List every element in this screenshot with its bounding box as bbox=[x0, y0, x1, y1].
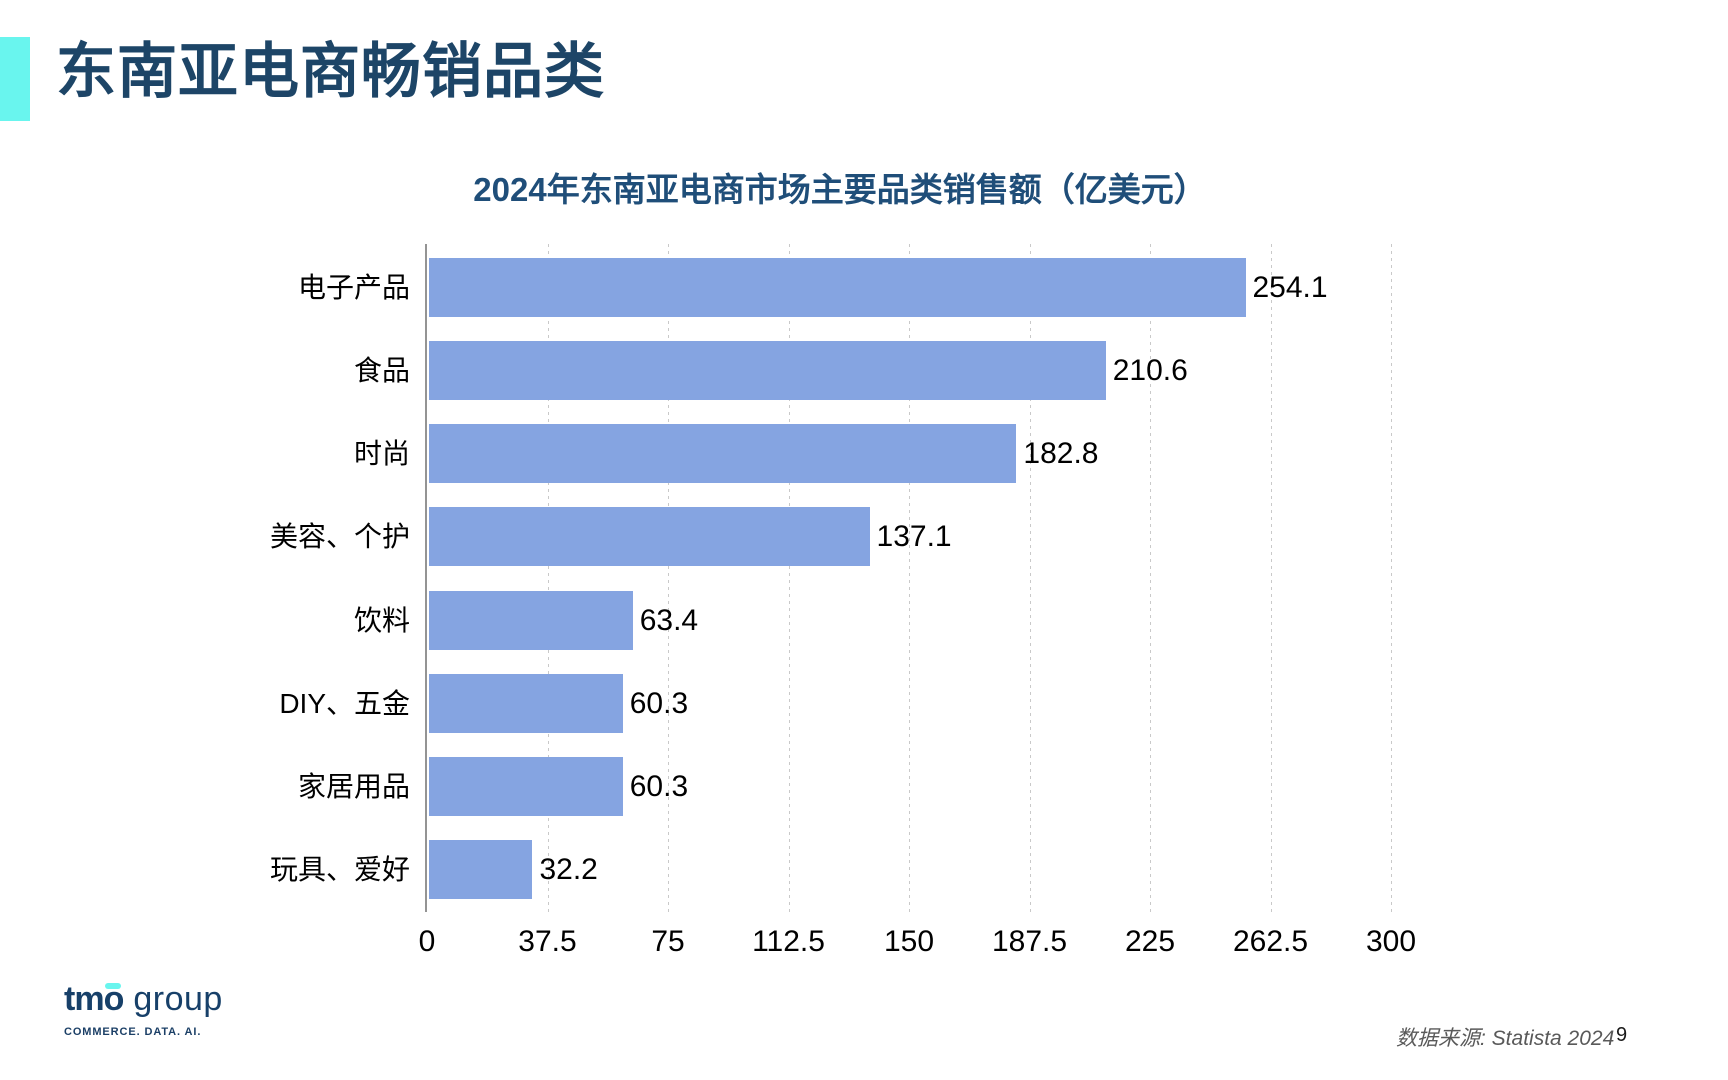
logo-tm: tm bbox=[64, 980, 105, 1018]
chart-plot-area: 0 37.5 75 112.5 150 187.5 225 262.5 300 电子产品 254.1… bbox=[270, 244, 1416, 958]
gridline bbox=[788, 244, 790, 912]
logo-wordmark: tmo bbox=[64, 980, 125, 1018]
x-tick-label: 37.5 bbox=[518, 925, 577, 958]
x-tick-label: 112.5 bbox=[752, 925, 825, 958]
category-label: 时尚 bbox=[353, 438, 410, 470]
logo-o: o bbox=[103, 980, 125, 1018]
value-label: 63.4 bbox=[639, 603, 699, 637]
y-axis-line bbox=[425, 244, 427, 912]
x-tick-label: 262.5 bbox=[1232, 925, 1309, 958]
gridline bbox=[668, 244, 669, 912]
category-label: 饮料 bbox=[353, 604, 410, 636]
logo-group-text: group bbox=[133, 980, 223, 1018]
x-tick-label: 150 bbox=[883, 925, 935, 958]
gridline bbox=[547, 244, 549, 912]
bar bbox=[429, 590, 633, 650]
x-tick-label: 75 bbox=[651, 925, 685, 958]
category-label: 食品 bbox=[353, 355, 410, 387]
tmo-group-logo: tmo group COMMERCE. DATA. AI. bbox=[64, 980, 223, 1038]
title-accent-bar bbox=[0, 37, 30, 121]
category-label: 玩具、爱好 bbox=[269, 853, 410, 885]
bar bbox=[429, 673, 623, 733]
bar bbox=[429, 341, 1106, 401]
gridline bbox=[1391, 244, 1392, 912]
value-label: 60.3 bbox=[629, 686, 689, 720]
gridline bbox=[1029, 244, 1031, 912]
x-tick-label: 0 bbox=[418, 925, 436, 958]
bar bbox=[429, 756, 623, 816]
data-source: 数据来源: Statista 2024 bbox=[1396, 1027, 1615, 1050]
category-label: 电子产品 bbox=[297, 272, 410, 303]
logo-tagline: COMMERCE. DATA. AI. bbox=[64, 1026, 202, 1038]
bar bbox=[429, 839, 533, 899]
logo-macron-icon bbox=[104, 983, 122, 989]
category-label: DIY、五金 bbox=[279, 687, 410, 719]
page-title: 东南亚电商畅销品类 bbox=[56, 38, 605, 105]
x-tick-label: 187.5 bbox=[991, 925, 1068, 958]
value-label: 210.6 bbox=[1112, 354, 1188, 388]
gridline bbox=[909, 244, 910, 912]
bar bbox=[429, 258, 1246, 317]
value-label: 137.1 bbox=[876, 520, 952, 554]
gridline bbox=[1270, 244, 1272, 912]
value-label: 182.8 bbox=[1023, 437, 1099, 471]
bar bbox=[429, 424, 1017, 484]
gridline bbox=[1150, 244, 1151, 912]
category-label: 美容、个护 bbox=[269, 521, 410, 553]
bar bbox=[429, 507, 870, 567]
value-label: 254.1 bbox=[1252, 271, 1328, 304]
page-number: 9 bbox=[1616, 1024, 1628, 1046]
x-tick-label: 300 bbox=[1365, 925, 1417, 958]
value-label: 60.3 bbox=[629, 769, 689, 803]
category-label: 家居用品 bbox=[297, 770, 410, 802]
value-label: 32.2 bbox=[539, 852, 598, 886]
chart-title: 2024年东南亚电商市场主要品类销售额（亿美元） bbox=[473, 171, 1207, 208]
x-tick-label: 225 bbox=[1124, 925, 1176, 958]
